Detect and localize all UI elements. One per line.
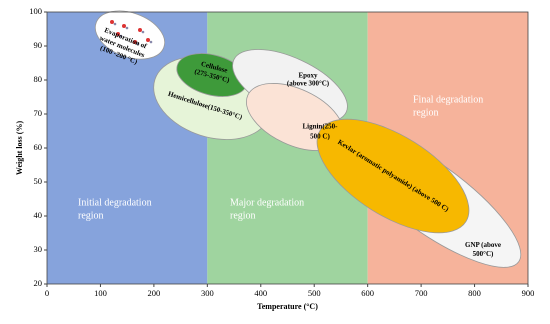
x-tick-label: 600 [361,288,374,298]
molecule-icon [116,32,120,36]
molecule-icon [136,42,140,46]
y-axis-title: Weight loss (%) [15,121,24,176]
region-label: Major degradation [230,197,304,208]
x-tick-label: 0 [45,288,49,298]
y-tick-label: 60 [34,142,43,152]
region-label: region [78,210,104,221]
annotation-text: (above 300°C) [287,80,330,88]
molecule-icon [122,24,126,28]
annotation: Epoxy(above 300°C) [287,72,330,88]
region-label: region [413,107,439,118]
x-tick-label: 900 [522,288,535,298]
x-tick-label: 100 [94,288,107,298]
molecule-icon [110,20,114,24]
x-tick-label: 400 [254,288,267,298]
y-tick-label: 70 [34,108,43,118]
y-tick-label: 90 [34,40,43,50]
annotation-text: 500°C) [473,250,494,258]
molecule-icon [119,34,123,38]
annotation: Lignin(250- 500 C) [302,123,338,141]
y-tick-label: 30 [34,244,43,254]
y-tick-label: 80 [34,74,43,84]
molecule-icon [125,26,129,30]
annotation-text: 500 C) [310,133,330,141]
y-tick-label: 20 [34,278,43,288]
x-tick-label: 700 [415,288,428,298]
annotation-text: Lignin(250- [302,123,338,131]
x-tick-label: 200 [148,288,161,298]
molecule-icon [146,38,150,42]
x-axis-title: Temperature (°C) [257,302,318,311]
molecule-icon [133,40,137,44]
region-label: Initial degradation [78,197,152,208]
x-tick-label: 800 [468,288,481,298]
x-tick-label: 300 [201,288,214,298]
annotation-text: GNP (above [465,241,501,249]
region-label: region [230,210,256,221]
molecule-icon [141,30,145,34]
annotation-ellipse [316,118,470,234]
y-tick-label: 40 [34,210,43,220]
x-tick-label: 500 [308,288,321,298]
y-tick-label: 50 [34,176,43,186]
region-label: Final degradation [413,94,483,105]
molecule-icon [113,22,117,26]
molecule-icon [138,28,142,32]
y-tick-label: 100 [29,6,42,16]
molecule-icon [149,40,153,44]
annotation-text: Epoxy [298,72,318,80]
